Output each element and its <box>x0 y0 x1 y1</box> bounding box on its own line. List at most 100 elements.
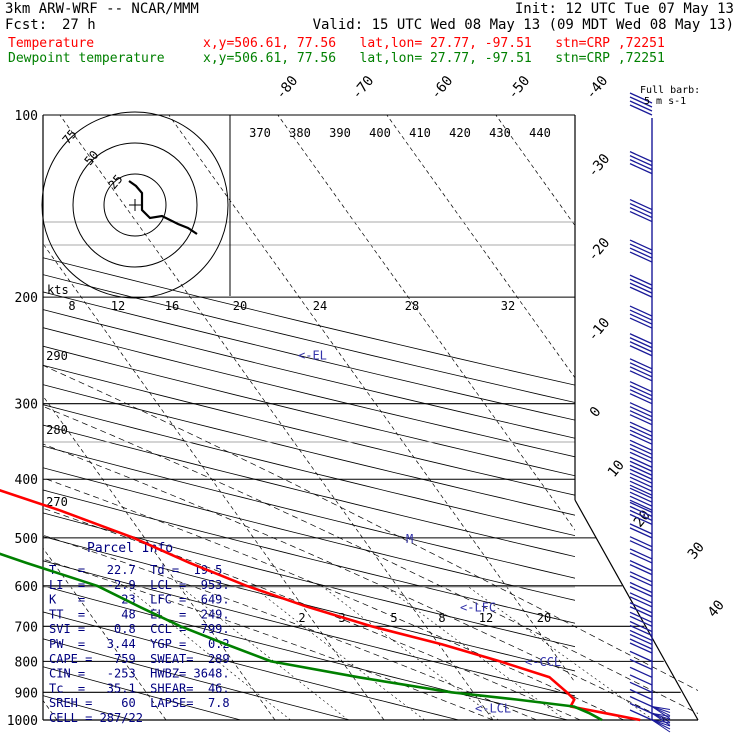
mixing-ratio-line <box>321 585 499 720</box>
mixing-ratio-label: 2 <box>298 611 305 625</box>
wind-barb-feather <box>629 414 653 426</box>
wind-barb-feather <box>629 274 653 286</box>
pressure-tick-label: 600 <box>15 580 38 595</box>
wind-barb <box>629 560 653 576</box>
wind-barb <box>629 487 653 511</box>
wind-barb-feather <box>629 585 653 598</box>
wind-barb-feather <box>629 251 653 263</box>
wind-barb-feather <box>629 666 653 678</box>
theta-side-label: 270 <box>46 495 68 509</box>
wind-barb-feather <box>629 206 653 219</box>
wind-barb <box>629 472 653 496</box>
mixing-ratio-line <box>179 585 349 720</box>
parcel-info-row: Tc = 35.1 SHEAR= 46. <box>49 681 230 695</box>
model-title: 3km ARW-WRF -- NCAR/MMM <box>5 1 199 17</box>
wind-barb-feather <box>629 247 653 259</box>
theta-label: 420 <box>449 126 471 140</box>
pressure-tick-label: 1000 <box>7 714 38 729</box>
wind-barb-feather <box>629 406 653 418</box>
wind-barb-feather <box>629 487 653 499</box>
parcel-info-row: SVI = 0.8 CCL = 799. <box>49 622 230 636</box>
level-annotation: <-LFC <box>460 600 496 614</box>
dry-adiabat-line <box>43 489 575 624</box>
pressure-tick-label: 100 <box>15 109 38 124</box>
wind-barb <box>629 602 653 618</box>
wind-barb-feather <box>629 695 653 708</box>
pressure-tick-label: 500 <box>15 532 38 547</box>
wind-barb <box>629 381 653 405</box>
hodograph-ring <box>41 111 229 299</box>
wind-barb-feather <box>629 456 653 468</box>
wind-barb-feather <box>629 658 653 671</box>
wind-barb-feather <box>629 540 653 552</box>
wind-barb-feather <box>629 393 653 405</box>
wind-barb-feather <box>629 674 653 686</box>
mixing-ratio-label: 24 <box>313 299 327 313</box>
theta-label: 390 <box>329 126 351 140</box>
wind-barb-feather <box>629 642 653 654</box>
dry-adiabat-line <box>43 274 575 403</box>
wind-barb <box>629 702 671 726</box>
parcel-info-row: PW = 3.44 YGP = 0.2 <box>49 637 230 651</box>
hodograph-trace <box>128 180 198 235</box>
wind-barb-feather <box>629 389 653 401</box>
wind-barb-feather <box>629 629 653 642</box>
wind-barb-feather <box>629 337 653 349</box>
wind-barb-feather <box>629 421 653 433</box>
wind-barb <box>629 421 653 445</box>
isotherm-label: -70 <box>349 73 378 103</box>
wind-barb-feather <box>629 286 653 298</box>
wind-barb-feather <box>629 552 653 564</box>
wind-barb-feather <box>629 370 653 382</box>
dry-adiabat-line <box>43 257 575 386</box>
theta-label: 430 <box>489 126 511 140</box>
mixing-ratio-label: 20 <box>233 299 247 313</box>
wind-barb <box>629 658 653 671</box>
forecast-label: Fcst: <box>5 17 48 33</box>
skewt-plot-lines <box>43 115 575 720</box>
wind-barb-feather <box>651 706 671 719</box>
legend-temperature-name: Temperature <box>8 36 95 51</box>
wind-barb-feather <box>629 464 653 476</box>
parcel-info-row: T = 22.7 Td = 19.5 <box>49 563 222 577</box>
dry-adiabat-line <box>43 585 568 720</box>
wind-barb-feather <box>629 159 653 171</box>
wind-barb <box>629 501 653 525</box>
mixing-ratio-label: 28 <box>405 299 419 313</box>
isotherm-label: -20 <box>585 235 614 265</box>
level-annotation: <-LCL <box>475 701 511 715</box>
wind-barb <box>629 611 653 627</box>
wind-barb-feather <box>629 100 653 112</box>
dry-adiabat-line <box>43 512 575 648</box>
valid-time: Valid: 15 UTC Wed 08 May 13 (09 MDT Wed … <box>312 17 734 33</box>
mixing-ratio-label: 8 <box>68 299 75 313</box>
wind-barb-feather <box>629 305 653 317</box>
wind-barb-feather <box>629 333 653 345</box>
level-annotation: <-CCL <box>525 655 561 669</box>
hodograph-units-label: kts <box>47 283 69 297</box>
wind-barb <box>629 456 653 480</box>
wind-barb-feather <box>629 688 653 701</box>
wind-barb-feather <box>629 602 653 614</box>
isotherm-line <box>277 115 575 531</box>
isotherm-label: -10 <box>585 315 614 345</box>
wind-barb-feather <box>629 410 653 422</box>
mixing-ratio-label: 12 <box>111 299 125 313</box>
dry-adiabat-line <box>43 445 575 579</box>
wind-barb-feather <box>629 345 653 357</box>
wind-barb-feather <box>629 620 653 633</box>
isotherm-line <box>43 395 276 720</box>
wind-barb <box>629 198 653 223</box>
pressure-tick-label: 200 <box>15 291 38 306</box>
parcel-info-row: CAPE = 759 SWEAT= 289 <box>49 652 230 666</box>
wind-barb-feather <box>629 581 653 594</box>
wind-barb-feather <box>629 366 653 378</box>
wind-barb <box>629 666 653 678</box>
wind-barb <box>629 695 671 719</box>
wind-barb-feather <box>629 505 653 517</box>
mixing-ratio-label: 16 <box>165 299 179 313</box>
wind-barb-feather <box>629 501 653 513</box>
wind-barb-feather <box>629 468 653 480</box>
wind-barb <box>629 333 653 357</box>
wind-barb-feather <box>629 606 653 618</box>
